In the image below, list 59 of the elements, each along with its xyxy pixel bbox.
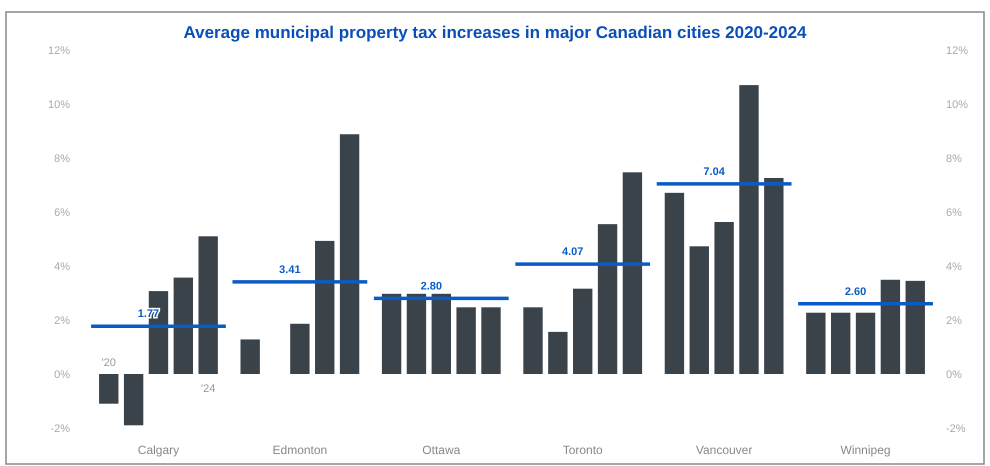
bar — [830, 312, 850, 374]
y-tick-label: 10% — [48, 99, 70, 111]
y-tick-label: 2% — [54, 315, 70, 327]
ref-line-label: 7.04 — [703, 166, 726, 178]
bar — [764, 178, 784, 374]
bar — [664, 192, 684, 374]
series-label: '20 — [102, 357, 116, 369]
bar — [598, 224, 618, 374]
bar — [523, 307, 543, 374]
bar — [240, 339, 260, 374]
y-tick-label: 4% — [54, 261, 70, 273]
y2-tick-label: 10% — [946, 99, 968, 111]
bar — [456, 307, 476, 374]
y-tick-label: 12% — [48, 45, 70, 57]
y2-tick-label: 8% — [946, 153, 962, 165]
x-tick-label: Toronto — [562, 443, 604, 457]
bar — [198, 236, 218, 374]
bar — [622, 172, 642, 374]
x-tick-label: Vancouver — [696, 443, 752, 457]
ref-line-label: 4.07 — [562, 246, 584, 258]
bar — [382, 294, 402, 374]
series-label: '24 — [200, 383, 216, 395]
bar — [124, 374, 144, 426]
x-tick-label: Winnipeg — [840, 443, 891, 457]
bar — [340, 134, 360, 374]
bar — [406, 294, 426, 374]
x-tick-label: Ottawa — [422, 443, 461, 457]
bar — [690, 246, 709, 374]
bar — [481, 307, 501, 374]
bar — [99, 374, 118, 404]
ref-line-label: 1.77 — [138, 308, 160, 320]
y-tick-label: 0% — [54, 369, 70, 381]
bar — [714, 222, 734, 374]
bar — [856, 312, 876, 374]
y2-tick-label: 2% — [946, 315, 962, 327]
x-tick-label: Calgary — [138, 443, 180, 457]
ref-line-label: 2.80 — [420, 280, 442, 292]
bar — [548, 332, 568, 374]
y-tick-label: 8% — [54, 153, 70, 165]
y2-tick-label: 0% — [946, 369, 962, 381]
chart-title: Average municipal property tax increases in major Canadian cities 2020-2024 — [184, 23, 808, 42]
bar — [806, 312, 826, 374]
y2-tick-label: -2% — [946, 423, 966, 435]
bar — [573, 288, 592, 374]
bar — [174, 278, 194, 374]
bar — [739, 85, 759, 374]
bar — [315, 240, 334, 374]
bar — [290, 324, 310, 374]
bar — [906, 280, 925, 374]
y-tick-label: -2% — [50, 423, 70, 435]
bar — [432, 294, 451, 374]
x-tick-label: Edmonton — [272, 443, 328, 457]
ref-line-label: 3.41 — [279, 264, 301, 276]
y2-tick-label: 12% — [946, 45, 968, 57]
y2-tick-label: 6% — [946, 207, 962, 219]
ref-line-label: 2.60 — [844, 286, 866, 298]
y2-tick-label: 4% — [946, 261, 962, 273]
bar — [880, 280, 900, 374]
y-tick-label: 6% — [54, 207, 70, 219]
